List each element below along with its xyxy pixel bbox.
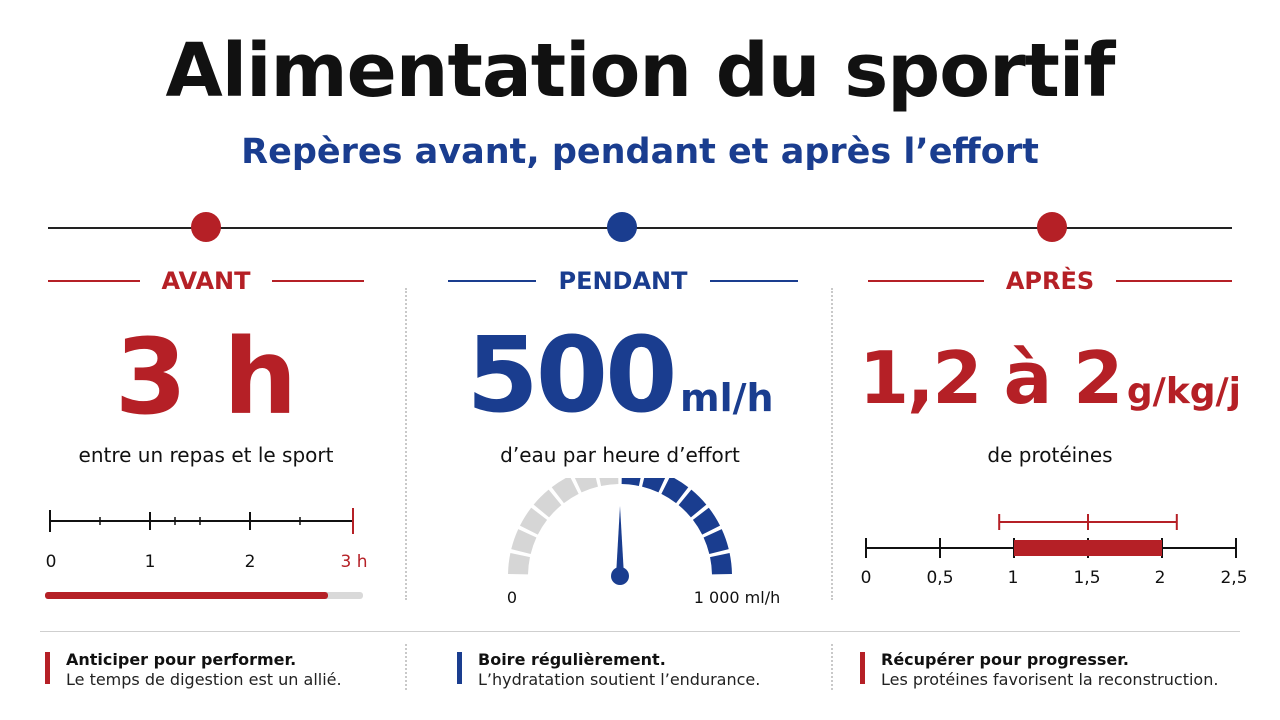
- protein-scale: [865, 514, 1237, 558]
- note-title-apres: Récupérer pour progresser.: [881, 650, 1129, 669]
- gauge-segment: [703, 529, 729, 554]
- gauge-segment: [574, 478, 598, 493]
- page-subtitle: Repères avant, pendant et après l’effort: [241, 132, 1039, 172]
- section-header-avant: AVANT: [48, 264, 365, 298]
- gauge-hub: [611, 567, 629, 585]
- gauge-segment: [508, 552, 530, 575]
- note-text-apres: Les protéines favorisent la reconstructi…: [881, 670, 1219, 689]
- avant-description: entre un repas et le sport: [78, 443, 334, 467]
- section-label-apres: APRÈS: [1005, 267, 1095, 295]
- column-divider: [405, 288, 407, 600]
- gauge-needle: [616, 506, 624, 576]
- hydration-gauge: [508, 478, 732, 585]
- apres-value: 1,2 à 2 g/kg/j: [850, 328, 1250, 448]
- gauge-segment: [661, 478, 689, 504]
- gauge-segment: [621, 478, 641, 486]
- gauge-segment: [599, 478, 619, 486]
- gauge-segment: [642, 478, 666, 493]
- timeline-line: [48, 227, 1232, 229]
- note-text-avant: Le temps de digestion est un allié.: [66, 670, 342, 689]
- note-accent-apres: [860, 652, 865, 684]
- pendant-description: d’eau par heure d’effort: [500, 443, 740, 467]
- gauge-segment: [519, 507, 548, 535]
- protein-range-bar: [1014, 540, 1162, 556]
- avant-time-scale: [45, 508, 363, 599]
- section-label-avant: AVANT: [161, 267, 251, 295]
- apres-tick-label: 1,5: [1073, 568, 1101, 588]
- gauge-segment: [710, 552, 732, 575]
- pendant-value-unit: ml/h: [680, 376, 774, 420]
- section-label-pendant: PENDANT: [558, 267, 688, 295]
- apres-tick-label: 1: [1007, 568, 1019, 588]
- column-divider: [831, 288, 833, 600]
- apres-value-unit: g/kg/j: [1126, 371, 1242, 412]
- apres-tick-label: 0: [860, 568, 872, 588]
- apres-tick-label: 0,5: [926, 568, 954, 588]
- note-accent-avant: [45, 652, 50, 684]
- gauge-segment: [551, 478, 579, 504]
- avant-tick-label: 1: [144, 552, 156, 572]
- gauge-min-label: 0: [506, 588, 518, 607]
- apres-tick-label: 2,5: [1220, 568, 1248, 588]
- gauge-segment: [511, 529, 537, 554]
- gauge-segment: [533, 489, 562, 518]
- timeline-dot-apres: [1037, 212, 1067, 242]
- avant-tick-label: 3 h: [340, 552, 368, 572]
- avant-value: 3 h: [114, 316, 298, 438]
- note-title-avant: Anticiper pour performer.: [66, 650, 297, 669]
- gauge-segment: [692, 507, 721, 535]
- footer-column-divider: [405, 644, 407, 690]
- section-header-apres: APRÈS: [868, 264, 1233, 298]
- apres-description: de protéines: [987, 443, 1113, 467]
- note-text-pendant: L’hydratation soutient l’endurance.: [478, 670, 761, 689]
- avant-tick-label: 2: [244, 552, 256, 572]
- timeline-dot-avant: [191, 212, 221, 242]
- avant-progress-fill: [45, 592, 328, 599]
- section-header-pendant: PENDANT: [448, 264, 798, 298]
- pendant-value: 500 ml/h: [430, 320, 810, 461]
- footer-column-divider: [831, 644, 833, 690]
- apres-tick-label: 2: [1154, 568, 1166, 588]
- pendant-value-number: 500: [466, 314, 677, 436]
- note-title-pendant: Boire régulièrement.: [478, 650, 666, 669]
- avant-tick-label: 0: [45, 552, 57, 572]
- apres-value-number: 1,2 à 2: [858, 336, 1123, 420]
- gauge-segment: [678, 489, 707, 518]
- page-title: Alimentation du sportif: [165, 28, 1115, 114]
- note-accent-pendant: [457, 652, 462, 684]
- footer-divider: [40, 631, 1240, 632]
- timeline-dot-pendant: [607, 212, 637, 242]
- gauge-max-label: 1 000 ml/h: [693, 588, 781, 607]
